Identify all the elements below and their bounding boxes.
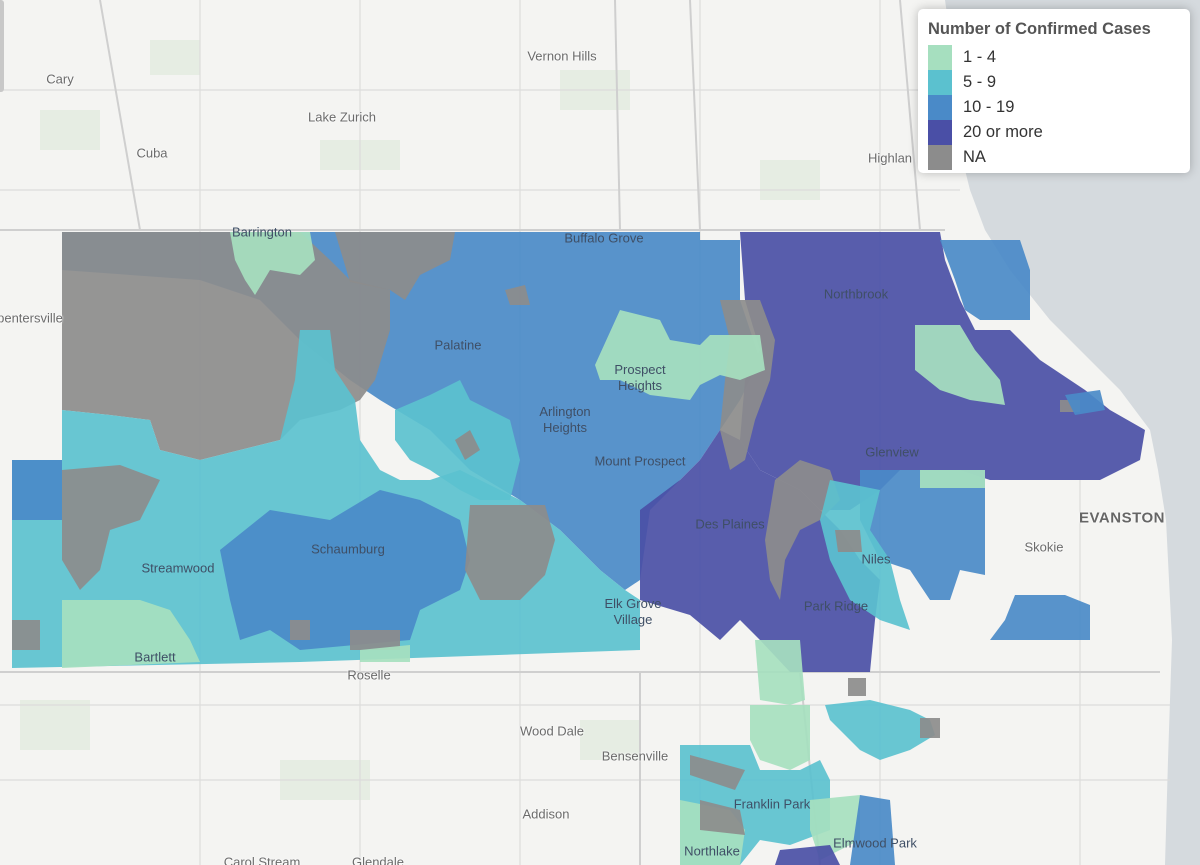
zip-region[interactable] bbox=[825, 700, 935, 760]
zip-region[interactable] bbox=[455, 430, 480, 460]
legend-item-10-19: 10 - 19 bbox=[928, 95, 1180, 120]
legend-label: 20 or more bbox=[963, 123, 1043, 141]
zip-region[interactable] bbox=[360, 645, 410, 662]
zip-region[interactable] bbox=[940, 240, 1030, 320]
zip-region[interactable] bbox=[990, 595, 1090, 640]
zip-region[interactable] bbox=[920, 718, 940, 738]
zip-region[interactable] bbox=[750, 705, 810, 770]
zip-region[interactable] bbox=[12, 460, 62, 520]
zip-region[interactable] bbox=[465, 505, 555, 600]
legend-label: 5 - 9 bbox=[963, 73, 997, 91]
zip-region[interactable] bbox=[335, 232, 455, 300]
zip-region[interactable] bbox=[700, 800, 745, 835]
legend: Number of Confirmed Cases 1 - 4 5 - 9 10… bbox=[918, 9, 1190, 173]
zip-region[interactable] bbox=[690, 755, 745, 790]
zip-region[interactable] bbox=[62, 465, 160, 590]
zip-region[interactable] bbox=[1065, 390, 1105, 415]
legend-label: NA bbox=[963, 148, 986, 166]
zip-region[interactable] bbox=[915, 325, 1005, 405]
zip-region[interactable] bbox=[220, 490, 470, 650]
zip-region[interactable] bbox=[350, 630, 400, 650]
zip-region[interactable] bbox=[640, 430, 880, 672]
map-drag-handle[interactable] bbox=[0, 0, 4, 92]
zip-region[interactable] bbox=[860, 470, 985, 600]
legend-swatch bbox=[928, 120, 952, 145]
legend-title: Number of Confirmed Cases bbox=[928, 20, 1151, 38]
legend-item-20-or-more: 20 or more bbox=[928, 120, 1180, 145]
zip-region[interactable] bbox=[12, 620, 40, 650]
legend-item-5-9: 5 - 9 bbox=[928, 70, 1180, 95]
zip-region[interactable] bbox=[810, 795, 860, 860]
zip-region[interactable] bbox=[755, 640, 805, 705]
lake-michigan bbox=[945, 0, 1200, 865]
zip-region[interactable] bbox=[765, 460, 840, 600]
zip-region[interactable] bbox=[848, 678, 866, 696]
legend-item-1-4: 1 - 4 bbox=[928, 45, 1180, 70]
zip-region[interactable] bbox=[62, 600, 200, 668]
zip-region[interactable] bbox=[820, 480, 910, 630]
zip-region[interactable] bbox=[230, 232, 315, 295]
legend-swatch bbox=[928, 95, 952, 120]
zip-region[interactable] bbox=[850, 795, 895, 865]
zip-region[interactable] bbox=[775, 845, 840, 865]
legend-swatch bbox=[928, 70, 952, 95]
zip-region[interactable] bbox=[290, 620, 310, 640]
legend-item-na: NA bbox=[928, 145, 1180, 170]
highways bbox=[0, 0, 1160, 865]
legend-label: 1 - 4 bbox=[963, 48, 997, 66]
legend-label: 10 - 19 bbox=[963, 98, 1015, 116]
legend-swatch bbox=[928, 45, 952, 70]
legend-swatch bbox=[928, 145, 952, 170]
zip-region[interactable] bbox=[505, 285, 530, 305]
zip-region[interactable] bbox=[595, 310, 765, 400]
zip-region[interactable] bbox=[920, 470, 985, 488]
zip-region[interactable] bbox=[835, 530, 862, 552]
